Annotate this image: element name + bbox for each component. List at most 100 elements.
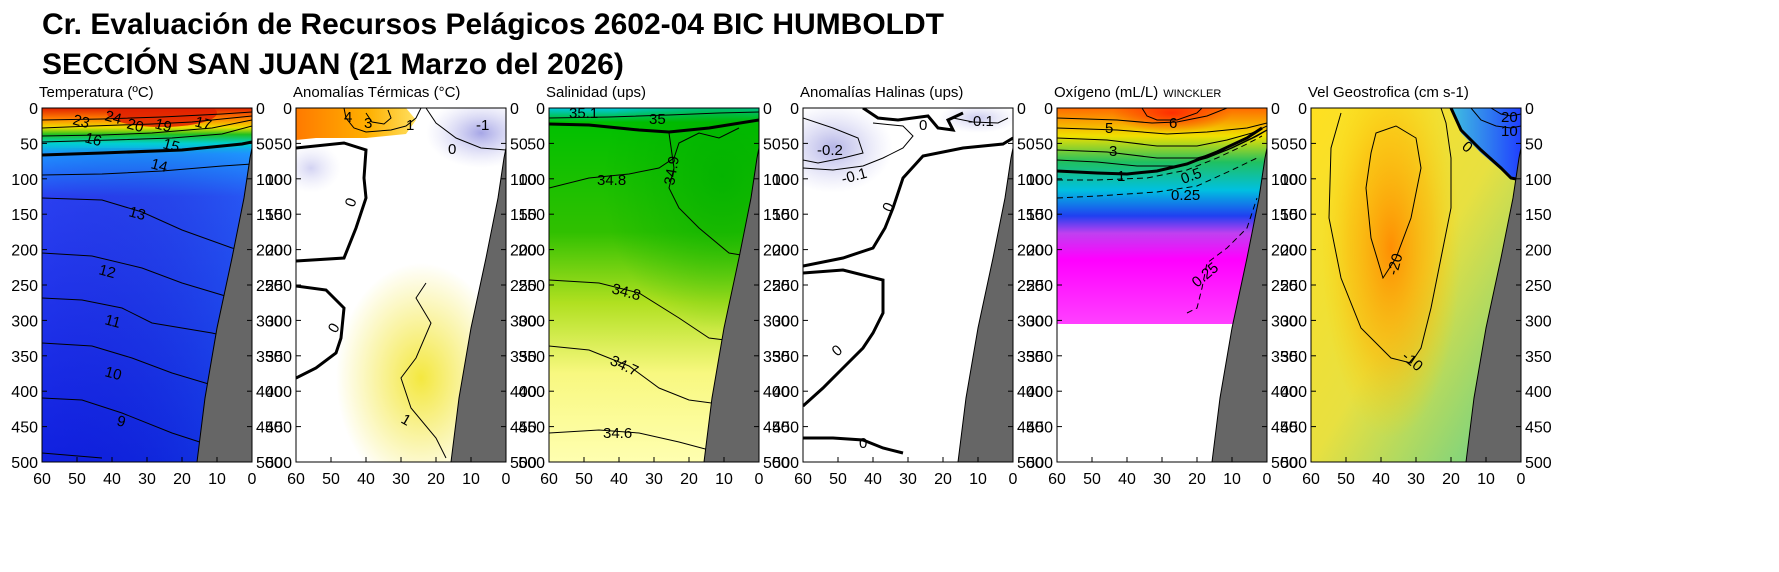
y-tick-label: 300: [11, 313, 38, 330]
x-tick-label: 10: [1223, 471, 1241, 488]
y-tick-label: 450: [1525, 420, 1552, 437]
y-tick-label: 200: [1271, 243, 1298, 260]
y-tick-label: 100: [256, 172, 283, 189]
y-tick-label: 100: [763, 172, 790, 189]
contour-label: 34.6: [603, 425, 632, 442]
contour-label: 34.8: [597, 172, 626, 189]
zero-contour: [1449, 108, 1521, 182]
salinity-core: [579, 108, 759, 358]
x-tick-label: 60: [33, 471, 51, 488]
contour-label: -0.2: [817, 142, 843, 159]
contour-label: 10: [103, 363, 124, 384]
x-tick-label: 0: [1517, 471, 1526, 488]
y-tick-label: 300: [1280, 313, 1307, 330]
y-tick-label: 100: [772, 172, 799, 189]
contour-label: 15: [161, 135, 182, 156]
y-tick-label: 50: [274, 136, 292, 153]
y-tick-label: 0: [1298, 101, 1307, 118]
halinity-contour: [803, 117, 864, 164]
x-tick-label: 60: [540, 471, 558, 488]
contour-label: 0: [448, 141, 456, 158]
warm-anomaly-top: [296, 108, 416, 140]
y-tick-label: 200: [11, 243, 38, 260]
halinity-contour: [803, 122, 914, 171]
x-tick-label: 50: [68, 471, 86, 488]
y-tick-label: 500: [1525, 455, 1552, 472]
y-tick-label: 450: [772, 420, 799, 437]
contour-label: 11: [103, 311, 122, 331]
y-tick-label: 150: [1017, 207, 1044, 224]
contour-label: 17: [193, 113, 214, 134]
zero-contour: [296, 284, 346, 380]
y-tick-label: 500: [1026, 455, 1053, 472]
contour-label: 6: [1169, 115, 1177, 132]
y-tick-label: 300: [1026, 313, 1053, 330]
y-tick-label: 400: [772, 384, 799, 401]
contour-label: 4: [344, 109, 352, 126]
y-tick-label: 250: [1525, 278, 1552, 295]
fresh-anomaly: [803, 108, 893, 193]
velocity-northward: [1451, 108, 1521, 180]
x-tick-label: 30: [392, 471, 410, 488]
seabed: [703, 147, 759, 462]
y-tick-label: 100: [1271, 172, 1298, 189]
y-tick-label: 250: [518, 278, 545, 295]
y-tick-label: 400: [1525, 384, 1552, 401]
isotherm: [42, 111, 252, 121]
isohaline: [549, 279, 750, 344]
x-tick-label: 10: [969, 471, 987, 488]
y-tick-label: 300: [518, 313, 545, 330]
y-tick-label: 300: [265, 313, 292, 330]
y-tick-label: 300: [1271, 313, 1298, 330]
y-tick-label: 400: [1271, 384, 1298, 401]
y-tick-label: 150: [772, 207, 799, 224]
isohaline: [668, 132, 759, 259]
contour-label: -0.1: [968, 113, 994, 130]
y-tick-label: 500: [11, 455, 38, 472]
oxy-contour: [1057, 126, 1263, 176]
y-tick-label: 450: [265, 420, 292, 437]
y-tick-label: 450: [1017, 420, 1044, 437]
y-tick-label: 350: [518, 349, 545, 366]
isotherm: [42, 397, 213, 447]
x-tick-label: 40: [1372, 471, 1390, 488]
contour-label: 20: [125, 115, 146, 136]
x-tick-label: 40: [610, 471, 628, 488]
y-tick-label: 500: [763, 455, 790, 472]
x-tick-label: 60: [1048, 471, 1066, 488]
y-tick-label: 450: [510, 420, 537, 437]
y-tick-label: 500: [772, 455, 799, 472]
y-tick-label: 400: [1026, 384, 1053, 401]
y-tick-label: 0: [1525, 101, 1534, 118]
y-tick-label: 250: [265, 278, 292, 295]
y-tick-label: 500: [510, 455, 537, 472]
anomaly-contour: [365, 109, 392, 125]
y-tick-label: 450: [1280, 420, 1307, 437]
x-tick-label: 0: [248, 471, 257, 488]
y-tick-label: 350: [1017, 349, 1044, 366]
x-tick-label: 40: [1118, 471, 1136, 488]
panel-5-title: Oxígeno (mL/L) WINCKLER: [1054, 84, 1221, 101]
x-tick-label: 10: [208, 471, 226, 488]
contour-label: -1: [476, 117, 489, 134]
isotherm: [42, 125, 252, 143]
y-tick-label: 0: [790, 101, 799, 118]
contour-label: 3: [1109, 143, 1117, 160]
contour-label: 35: [649, 111, 666, 128]
y-tick-label: 400: [265, 384, 292, 401]
contour-label: 10: [1501, 123, 1518, 140]
isohaline: [549, 118, 759, 134]
y-tick-label: 100: [1280, 172, 1307, 189]
zero-contour: [803, 136, 1013, 268]
y-tick-label: 50: [1525, 136, 1543, 153]
y-tick-label: 50: [1017, 136, 1035, 153]
y-tick-label: 400: [11, 384, 38, 401]
y-tick-label: 500: [256, 455, 283, 472]
seabed: [1465, 147, 1521, 462]
isohaline: [549, 345, 720, 405]
contour-label: 0.5: [1179, 165, 1204, 188]
y-tick-label: 150: [763, 207, 790, 224]
